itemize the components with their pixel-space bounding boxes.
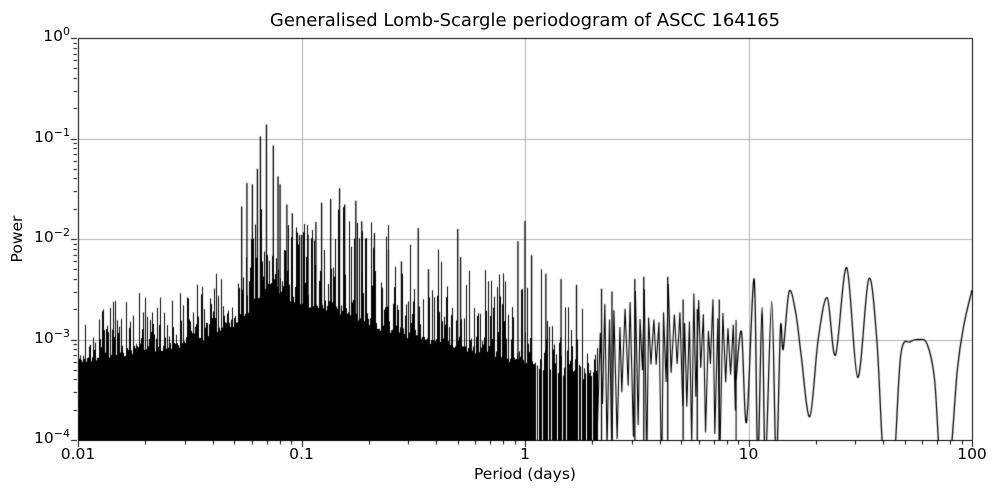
chart-title: Generalised Lomb-Scargle periodogram of … [269, 10, 781, 31]
x-tick-label: 1 [520, 445, 530, 463]
y-tick-label: 10−3 [34, 326, 70, 347]
x-tick-label: 0.1 [289, 445, 314, 463]
y-tick-label: 10−4 [34, 426, 70, 447]
x-axis-label: Period (days) [474, 465, 576, 483]
y-tick-label: 10−1 [34, 125, 70, 146]
y-tick-label: 100 [43, 24, 70, 45]
x-tick-label: 0.01 [60, 445, 96, 463]
y-tick-label: 10−2 [34, 225, 70, 246]
x-tick-label: 100 [957, 445, 987, 463]
x-tick-label: 10 [738, 445, 759, 463]
